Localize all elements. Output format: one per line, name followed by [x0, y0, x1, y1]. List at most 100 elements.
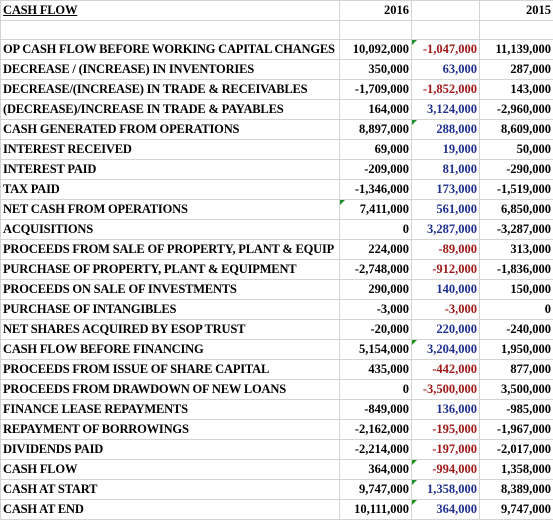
row-label[interactable]: INTEREST RECEIVED [0, 139, 340, 160]
value-2016-cell[interactable]: 10,111,000 [339, 499, 412, 520]
row-label[interactable]: NET SHARES ACQUIRED BY ESOP TRUST [0, 319, 340, 340]
difference-cell[interactable]: -1,047,000 [411, 39, 480, 60]
empty-header-cell[interactable] [411, 0, 480, 21]
difference-cell[interactable]: -89,000 [411, 239, 480, 260]
difference-cell[interactable]: 3,287,000 [411, 219, 480, 240]
difference-cell[interactable]: -197,000 [411, 439, 480, 460]
value-2015-cell[interactable]: 9,747,000 [479, 499, 553, 520]
value-2016-cell[interactable]: 0 [339, 219, 412, 240]
value-2015-cell[interactable]: 0 [479, 299, 553, 320]
value-2015-cell[interactable]: -3,287,000 [479, 219, 553, 240]
difference-cell[interactable]: 19,000 [411, 139, 480, 160]
difference-cell[interactable]: 136,000 [411, 399, 480, 420]
row-label[interactable]: DIVIDENDS PAID [0, 439, 340, 460]
value-2016-cell[interactable]: -2,214,000 [339, 439, 412, 460]
difference-cell[interactable]: 364,000 [411, 499, 480, 520]
value-2015-cell[interactable]: -2,960,000 [479, 99, 553, 120]
row-label[interactable]: PURCHASE OF INTANGIBLES [0, 299, 340, 320]
difference-cell[interactable]: 288,000 [411, 119, 480, 140]
value-2016-cell[interactable]: -2,748,000 [339, 259, 412, 280]
value-2015-cell[interactable]: 3,500,000 [479, 379, 553, 400]
difference-cell[interactable]: -912,000 [411, 259, 480, 280]
row-label[interactable]: PROCEEDS FROM SALE OF PROPERTY, PLANT & … [0, 239, 340, 260]
row-label[interactable]: FINANCE LEASE REPAYMENTS [0, 399, 340, 420]
value-2016-cell[interactable]: 224,000 [339, 239, 412, 260]
value-2015-cell[interactable]: -290,000 [479, 159, 553, 180]
value-2016-cell[interactable]: 9,747,000 [339, 479, 412, 500]
difference-cell[interactable]: 140,000 [411, 279, 480, 300]
year-2016-header[interactable]: 2016 [339, 0, 412, 21]
value-2016-cell[interactable]: 7,411,000 [339, 199, 412, 220]
difference-cell[interactable]: 81,000 [411, 159, 480, 180]
blank-cell[interactable] [0, 20, 340, 40]
value-2016-cell[interactable]: -209,000 [339, 159, 412, 180]
value-2016-cell[interactable]: 10,092,000 [339, 39, 412, 60]
row-label[interactable]: DECREASE / (INCREASE) IN INVENTORIES [0, 59, 340, 80]
difference-cell[interactable]: -1,852,000 [411, 79, 480, 100]
row-label[interactable]: NET CASH FROM OPERATIONS [0, 199, 340, 220]
value-2016-cell[interactable]: -20,000 [339, 319, 412, 340]
row-label[interactable]: DECREASE/(INCREASE) IN TRADE & RECEIVABL… [0, 79, 340, 100]
value-2016-cell[interactable]: 290,000 [339, 279, 412, 300]
value-2015-cell[interactable]: 11,139,000 [479, 39, 553, 60]
sheet-title-cell[interactable]: CASH FLOW [0, 0, 340, 21]
value-2015-cell[interactable]: 50,000 [479, 139, 553, 160]
difference-cell[interactable]: 1,358,000 [411, 479, 480, 500]
value-2016-cell[interactable]: 69,000 [339, 139, 412, 160]
row-label[interactable]: PURCHASE OF PROPERTY, PLANT & EQUIPMENT [0, 259, 340, 280]
value-2016-cell[interactable]: 164,000 [339, 99, 412, 120]
difference-cell[interactable]: -442,000 [411, 359, 480, 380]
value-2015-cell[interactable]: -1,836,000 [479, 259, 553, 280]
blank-cell[interactable] [411, 20, 480, 40]
row-label[interactable]: PROCEEDS FROM DRAWDOWN OF NEW LOANS [0, 379, 340, 400]
value-2016-cell[interactable]: -849,000 [339, 399, 412, 420]
value-2015-cell[interactable]: 877,000 [479, 359, 553, 380]
value-2015-cell[interactable]: -1,519,000 [479, 179, 553, 200]
blank-cell[interactable] [479, 20, 553, 40]
blank-cell[interactable] [339, 20, 412, 40]
value-2015-cell[interactable]: 150,000 [479, 279, 553, 300]
value-2015-cell[interactable]: -240,000 [479, 319, 553, 340]
value-2016-cell[interactable]: 435,000 [339, 359, 412, 380]
value-2016-cell[interactable]: 5,154,000 [339, 339, 412, 360]
value-2016-cell[interactable]: -1,346,000 [339, 179, 412, 200]
row-label[interactable]: CASH AT START [0, 479, 340, 500]
value-2015-cell[interactable]: -2,017,000 [479, 439, 553, 460]
value-2015-cell[interactable]: 1,358,000 [479, 459, 553, 480]
value-2016-cell[interactable]: 364,000 [339, 459, 412, 480]
row-label[interactable]: CASH FLOW BEFORE FINANCING [0, 339, 340, 360]
value-2015-cell[interactable]: -985,000 [479, 399, 553, 420]
row-label[interactable]: CASH GENERATED FROM OPERATIONS [0, 119, 340, 140]
year-2015-header[interactable]: 2015 [479, 0, 553, 21]
value-2015-cell[interactable]: 143,000 [479, 79, 553, 100]
row-label[interactable]: (DECREASE)/INCREASE IN TRADE & PAYABLES [0, 99, 340, 120]
value-2015-cell[interactable]: 1,950,000 [479, 339, 553, 360]
value-2016-cell[interactable]: -3,000 [339, 299, 412, 320]
difference-cell[interactable]: -195,000 [411, 419, 480, 440]
value-2016-cell[interactable]: 0 [339, 379, 412, 400]
value-2015-cell[interactable]: 6,850,000 [479, 199, 553, 220]
row-label[interactable]: PROCEEDS FROM ISSUE OF SHARE CAPITAL [0, 359, 340, 380]
difference-cell[interactable]: 63,000 [411, 59, 480, 80]
difference-cell[interactable]: 3,204,000 [411, 339, 480, 360]
difference-cell[interactable]: 561,000 [411, 199, 480, 220]
value-2015-cell[interactable]: 287,000 [479, 59, 553, 80]
value-2016-cell[interactable]: 8,897,000 [339, 119, 412, 140]
row-label[interactable]: PROCEEDS ON SALE OF INVESTMENTS [0, 279, 340, 300]
value-2015-cell[interactable]: 313,000 [479, 239, 553, 260]
value-2015-cell[interactable]: 8,389,000 [479, 479, 553, 500]
row-label[interactable]: INTEREST PAID [0, 159, 340, 180]
value-2016-cell[interactable]: -2,162,000 [339, 419, 412, 440]
row-label[interactable]: OP CASH FLOW BEFORE WORKING CAPITAL CHAN… [0, 39, 340, 60]
difference-cell[interactable]: -3,000 [411, 299, 480, 320]
value-2016-cell[interactable]: -1,709,000 [339, 79, 412, 100]
difference-cell[interactable]: 173,000 [411, 179, 480, 200]
value-2016-cell[interactable]: 350,000 [339, 59, 412, 80]
row-label[interactable]: ACQUISITIONS [0, 219, 340, 240]
row-label[interactable]: REPAYMENT OF BORROWINGS [0, 419, 340, 440]
difference-cell[interactable]: -994,000 [411, 459, 480, 480]
row-label[interactable]: CASH AT END [0, 499, 340, 520]
row-label[interactable]: TAX PAID [0, 179, 340, 200]
difference-cell[interactable]: -3,500,000 [411, 379, 480, 400]
difference-cell[interactable]: 220,000 [411, 319, 480, 340]
